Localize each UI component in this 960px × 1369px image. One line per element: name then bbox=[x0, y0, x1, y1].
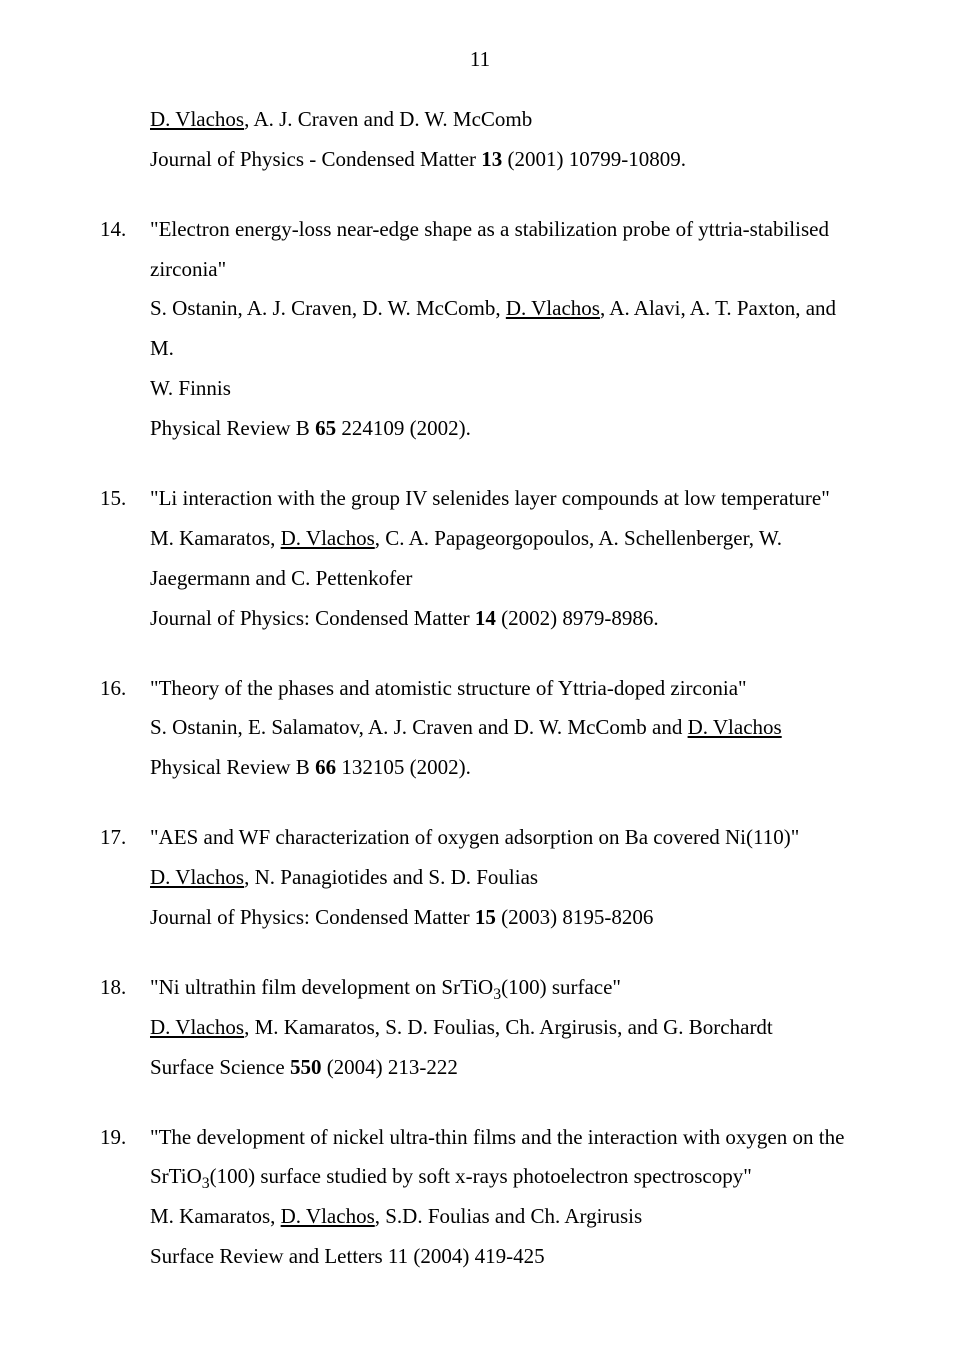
reference-first-line: 19."The development of nickel ultra-thin… bbox=[100, 1118, 860, 1158]
text-segment: , A. J. Craven and D. W. McComb bbox=[244, 107, 532, 131]
text-segment: S. Ostanin, A. J. Craven, D. W. McComb, bbox=[150, 296, 506, 320]
text-segment: 224109 (2002). bbox=[336, 416, 471, 440]
text-segment: D. Vlachos bbox=[281, 1204, 375, 1228]
reference-line: Jaegermann and C. Pettenkofer bbox=[100, 559, 860, 599]
text-segment: Physical Review B bbox=[150, 416, 315, 440]
text-segment: S. Ostanin, E. Salamatov, A. J. Craven a… bbox=[150, 715, 688, 739]
text-segment: Journal of Physics - Condensed Matter bbox=[150, 147, 481, 171]
text-segment: Journal of Physics: Condensed Matter bbox=[150, 905, 475, 929]
text-segment: (100) surface studied by soft x-rays pho… bbox=[210, 1164, 752, 1188]
reference-first-line: 16."Theory of the phases and atomistic s… bbox=[100, 669, 860, 709]
reference-line: M. Kamaratos, D. Vlachos, C. A. Papageor… bbox=[100, 519, 860, 559]
reference-number: 18. bbox=[100, 968, 150, 1008]
text-segment: M. Kamaratos, bbox=[150, 526, 281, 550]
reference-number: 14. bbox=[100, 210, 150, 250]
reference-entry: 15."Li interaction with the group IV sel… bbox=[100, 479, 860, 639]
text-segment: D. Vlachos bbox=[688, 715, 782, 739]
text-segment: 3 bbox=[202, 1176, 210, 1193]
reference-list: D. Vlachos, A. J. Craven and D. W. McCom… bbox=[100, 100, 860, 1277]
text-segment: 15 bbox=[475, 905, 496, 929]
text-segment: (2004) 213-222 bbox=[321, 1055, 457, 1079]
reference-title: "Ni ultrathin film development on SrTiO3… bbox=[150, 968, 860, 1008]
text-segment: 132105 (2002). bbox=[336, 755, 471, 779]
text-segment: "Li interaction with the group IV seleni… bbox=[150, 486, 830, 510]
reference-entry: 19."The development of nickel ultra-thin… bbox=[100, 1118, 860, 1278]
text-segment: 3 bbox=[493, 986, 501, 1003]
text-segment: "Theory of the phases and atomistic stru… bbox=[150, 676, 747, 700]
reference-line: Physical Review B 65 224109 (2002). bbox=[100, 409, 860, 449]
text-segment: M. Kamaratos, bbox=[150, 1204, 281, 1228]
reference-first-line: 18."Ni ultrathin film development on SrT… bbox=[100, 968, 860, 1008]
text-segment: "Ni ultrathin film development on SrTiO bbox=[150, 975, 493, 999]
text-segment: (2002) 8979-8986. bbox=[496, 606, 659, 630]
text-segment: Surface Science bbox=[150, 1055, 290, 1079]
text-segment: D. Vlachos bbox=[281, 526, 375, 550]
reference-title: "AES and WF characterization of oxygen a… bbox=[150, 818, 860, 858]
reference-line: Journal of Physics: Condensed Matter 14 … bbox=[100, 599, 860, 639]
reference-line: D. Vlachos, N. Panagiotides and S. D. Fo… bbox=[100, 858, 860, 898]
text-segment: "The development of nickel ultra-thin fi… bbox=[150, 1125, 844, 1149]
reference-line: Surface Review and Letters 11 (2004) 419… bbox=[100, 1237, 860, 1277]
text-segment: 65 bbox=[315, 416, 336, 440]
reference-line: D. Vlachos, M. Kamaratos, S. D. Foulias,… bbox=[100, 1008, 860, 1048]
reference-title: "Theory of the phases and atomistic stru… bbox=[150, 669, 860, 709]
text-segment: D. Vlachos bbox=[506, 296, 600, 320]
reference-title: "Electron energy-loss near-edge shape as… bbox=[150, 210, 860, 250]
reference-line: Journal of Physics: Condensed Matter 15 … bbox=[100, 898, 860, 938]
text-segment: Journal of Physics: Condensed Matter bbox=[150, 606, 475, 630]
reference-number: 17. bbox=[100, 818, 150, 858]
reference-title: "The development of nickel ultra-thin fi… bbox=[150, 1118, 860, 1158]
text-segment: "Electron energy-loss near-edge shape as… bbox=[150, 217, 829, 241]
reference-line: SrTiO3(100) surface studied by soft x-ra… bbox=[100, 1157, 860, 1197]
text-segment: (100) surface" bbox=[501, 975, 621, 999]
reference-line: zirconia" bbox=[100, 250, 860, 290]
text-segment: D. Vlachos bbox=[150, 865, 244, 889]
text-segment: 14 bbox=[475, 606, 496, 630]
reference-first-line: 15."Li interaction with the group IV sel… bbox=[100, 479, 860, 519]
text-segment: D. Vlachos bbox=[150, 107, 244, 131]
text-segment: W. Finnis bbox=[150, 376, 231, 400]
reference-line: W. Finnis bbox=[100, 369, 860, 409]
text-segment: 66 bbox=[315, 755, 336, 779]
reference-entry: 16."Theory of the phases and atomistic s… bbox=[100, 669, 860, 789]
reference-line: M. Kamaratos, D. Vlachos, S.D. Foulias a… bbox=[100, 1197, 860, 1237]
text-segment: , S.D. Foulias and Ch. Argirusis bbox=[375, 1204, 642, 1228]
reference-first-line: 14."Electron energy-loss near-edge shape… bbox=[100, 210, 860, 250]
text-segment: (2001) 10799-10809. bbox=[502, 147, 686, 171]
reference-line: Journal of Physics - Condensed Matter 13… bbox=[100, 140, 860, 180]
reference-number: 19. bbox=[100, 1118, 150, 1158]
text-segment: 550 bbox=[290, 1055, 322, 1079]
text-segment: "AES and WF characterization of oxygen a… bbox=[150, 825, 799, 849]
reference-entry: 14."Electron energy-loss near-edge shape… bbox=[100, 210, 860, 449]
page: 11 D. Vlachos, A. J. Craven and D. W. Mc… bbox=[0, 0, 960, 1369]
text-segment: D. Vlachos bbox=[150, 1015, 244, 1039]
reference-line: D. Vlachos, A. J. Craven and D. W. McCom… bbox=[100, 100, 860, 140]
reference-line: Surface Science 550 (2004) 213-222 bbox=[100, 1048, 860, 1088]
text-segment: Jaegermann and C. Pettenkofer bbox=[150, 566, 412, 590]
reference-number: 16. bbox=[100, 669, 150, 709]
text-segment: (2003) 8195-8206 bbox=[496, 905, 653, 929]
page-number: 11 bbox=[100, 40, 860, 80]
text-segment: 13 bbox=[481, 147, 502, 171]
text-segment: , N. Panagiotides and S. D. Foulias bbox=[244, 865, 538, 889]
reference-line: S. Ostanin, A. J. Craven, D. W. McComb, … bbox=[100, 289, 860, 369]
reference-title: "Li interaction with the group IV seleni… bbox=[150, 479, 860, 519]
text-segment: zirconia" bbox=[150, 257, 226, 281]
text-segment: Surface Review and Letters 11 (2004) 419… bbox=[150, 1244, 545, 1268]
text-segment: , M. Kamaratos, S. D. Foulias, Ch. Argir… bbox=[244, 1015, 773, 1039]
reference-line: S. Ostanin, E. Salamatov, A. J. Craven a… bbox=[100, 708, 860, 748]
reference-entry: 17."AES and WF characterization of oxyge… bbox=[100, 818, 860, 938]
reference-line: Physical Review B 66 132105 (2002). bbox=[100, 748, 860, 788]
text-segment: SrTiO bbox=[150, 1164, 202, 1188]
text-segment: , C. A. Papageorgopoulos, A. Schellenber… bbox=[375, 526, 782, 550]
reference-entry: 18."Ni ultrathin film development on SrT… bbox=[100, 968, 860, 1088]
reference-number: 15. bbox=[100, 479, 150, 519]
reference-entry: D. Vlachos, A. J. Craven and D. W. McCom… bbox=[100, 100, 860, 180]
reference-first-line: 17."AES and WF characterization of oxyge… bbox=[100, 818, 860, 858]
text-segment: Physical Review B bbox=[150, 755, 315, 779]
